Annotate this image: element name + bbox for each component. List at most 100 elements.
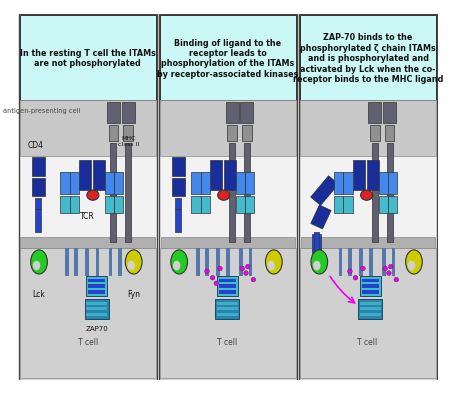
Text: T cell: T cell [78,338,98,347]
Bar [109,125,118,141]
Bar [88,290,105,294]
Bar [334,196,343,213]
Bar [299,14,437,380]
Bar [96,248,99,276]
Ellipse shape [389,264,393,269]
Text: antigen-presenting cell: antigen-presenting cell [3,108,80,114]
Bar [69,196,79,213]
Bar [362,284,379,288]
Bar [370,125,380,141]
Bar [88,279,105,282]
Bar [301,237,435,248]
Bar [84,299,109,320]
Text: ZAP70: ZAP70 [85,326,108,332]
Bar [32,178,44,196]
Bar [360,302,380,305]
Bar [114,172,123,194]
Bar [20,15,156,100]
Bar [382,248,386,276]
Bar [19,14,157,380]
Ellipse shape [353,275,358,280]
Bar [86,307,107,310]
Bar [343,172,353,194]
Bar [122,102,135,123]
Bar [109,248,112,276]
Ellipse shape [171,250,188,274]
Text: Fyn: Fyn [127,290,140,299]
Bar [35,198,41,209]
Bar [227,125,237,141]
Bar [20,248,156,378]
Bar [86,302,107,305]
Ellipse shape [266,250,282,274]
Bar [172,178,185,196]
Ellipse shape [311,250,328,274]
Bar [226,102,238,123]
Ellipse shape [210,275,215,280]
Bar [217,307,237,310]
Text: MHC
class II: MHC class II [118,136,140,147]
Ellipse shape [360,266,365,271]
Bar [224,160,236,190]
Bar [359,248,363,276]
Bar [245,172,254,194]
Bar [392,248,395,276]
Text: In the resting T cell the ITAMs
are not phosphorylated: In the resting T cell the ITAMs are not … [20,49,156,69]
Bar [312,234,321,253]
Bar [196,248,200,276]
Text: Binding of ligand to the
receptor leads to
phosphorylation of the ITAMs
by recep: Binding of ligand to the receptor leads … [157,39,299,79]
Bar [240,248,243,276]
Ellipse shape [217,266,222,271]
Ellipse shape [348,269,352,273]
Bar [191,172,201,194]
Bar [219,284,236,288]
Bar [362,290,379,294]
Bar [172,157,185,176]
Bar [358,299,382,320]
Bar [217,313,237,316]
Text: CD4: CD4 [27,141,43,151]
Bar [353,160,365,190]
Ellipse shape [205,269,209,273]
Bar [74,248,78,276]
Text: T cell: T cell [217,338,237,347]
Ellipse shape [405,250,422,274]
Bar [343,196,353,213]
Bar [35,209,41,232]
Bar [369,102,381,123]
Ellipse shape [408,261,415,270]
Ellipse shape [386,271,391,275]
Bar [118,248,122,276]
Ellipse shape [244,271,248,275]
Bar [107,102,120,123]
Bar [215,299,240,320]
Bar [300,248,436,378]
Bar [175,209,181,232]
Bar [79,160,91,190]
Ellipse shape [31,250,47,274]
Bar [175,198,181,209]
Ellipse shape [383,266,388,271]
Bar [236,172,245,194]
Bar [388,172,397,194]
Text: Lck: Lck [33,290,45,299]
Bar [114,196,123,213]
Bar [219,279,236,282]
Bar [191,196,201,213]
Bar [201,172,210,194]
Bar [360,313,380,316]
Bar [88,284,105,288]
Bar [85,248,89,276]
Bar [385,125,395,141]
Bar [160,15,296,100]
Bar [383,102,396,123]
Ellipse shape [87,190,99,200]
Ellipse shape [313,261,321,270]
Ellipse shape [251,277,256,282]
Bar [387,143,393,242]
Bar [60,172,69,194]
Ellipse shape [394,277,399,282]
Bar [110,143,116,242]
Bar [334,172,343,194]
Bar [348,248,352,276]
